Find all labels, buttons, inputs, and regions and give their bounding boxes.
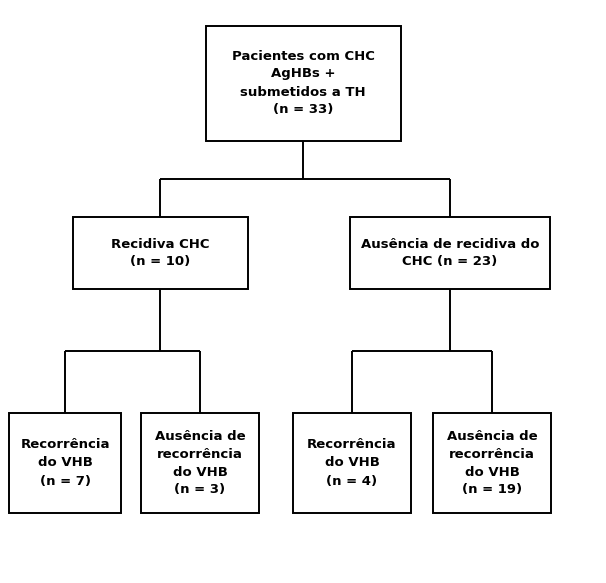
Text: Recidiva CHC
(n = 10): Recidiva CHC (n = 10) xyxy=(111,237,209,269)
Bar xyxy=(9,413,121,513)
Bar xyxy=(205,26,401,141)
Text: Recorrência
do VHB
(n = 4): Recorrência do VHB (n = 4) xyxy=(307,438,397,487)
Bar xyxy=(433,413,551,513)
Text: Ausência de recidiva do
CHC (n = 23): Ausência de recidiva do CHC (n = 23) xyxy=(361,237,539,269)
Text: Ausência de
recorrência
do VHB
(n = 3): Ausência de recorrência do VHB (n = 3) xyxy=(155,430,245,497)
Bar xyxy=(293,413,411,513)
Bar xyxy=(73,217,247,289)
Text: Recorrência
do VHB
(n = 7): Recorrência do VHB (n = 7) xyxy=(20,438,110,487)
Text: Pacientes com CHC
AgHBs +
submetidos a TH
(n = 33): Pacientes com CHC AgHBs + submetidos a T… xyxy=(231,50,375,117)
Bar xyxy=(350,217,550,289)
Bar xyxy=(141,413,259,513)
Text: Ausência de
recorrência
do VHB
(n = 19): Ausência de recorrência do VHB (n = 19) xyxy=(447,430,538,497)
